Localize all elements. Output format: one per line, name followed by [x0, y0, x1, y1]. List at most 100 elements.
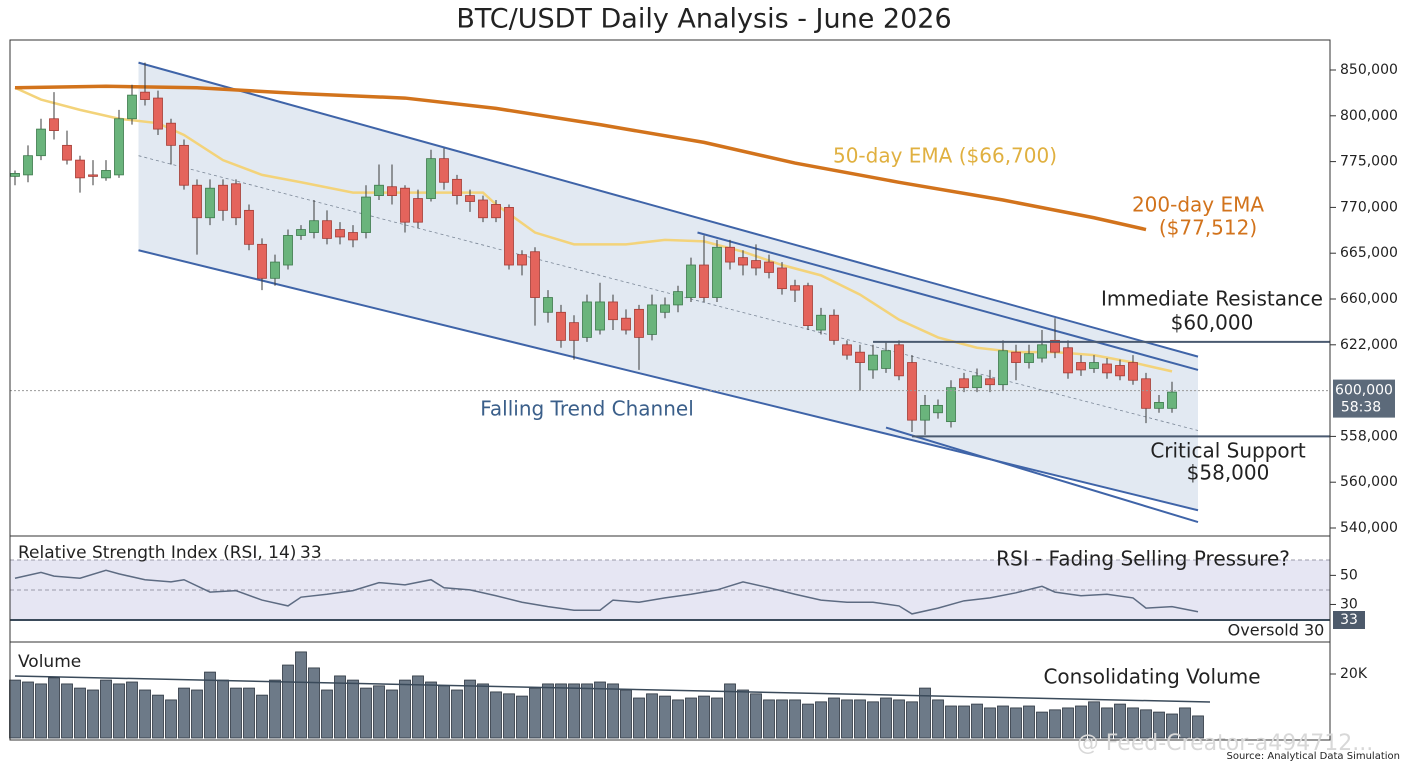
y-tick-label: 850,000 — [1340, 62, 1398, 78]
ema-line — [14, 86, 1173, 373]
volume-bar — [893, 699, 905, 739]
volume-bar — [87, 689, 99, 739]
candle-body — [179, 144, 189, 186]
candle-body — [452, 178, 462, 196]
candle-body — [1141, 378, 1151, 409]
candle-body — [192, 184, 202, 219]
candle-body — [972, 375, 982, 389]
trendline — [138, 61, 1199, 358]
volume-bar — [620, 689, 632, 739]
annotation: $60,000 — [1171, 311, 1254, 335]
volume-bar — [1153, 711, 1165, 739]
y-tick-label: 558,000 — [1340, 428, 1398, 444]
candle-body — [231, 183, 241, 219]
volume-bar — [789, 699, 801, 739]
volume-bar — [659, 695, 671, 739]
volume-bar — [750, 693, 762, 739]
candle-body — [881, 350, 891, 369]
candle-body — [790, 285, 800, 291]
candle-body — [296, 229, 306, 236]
candle-body — [478, 199, 488, 219]
volume-bar — [22, 681, 34, 739]
annotation: Consolidating Volume — [1043, 665, 1260, 689]
volume-bar — [1036, 711, 1048, 739]
candle-body — [595, 301, 605, 331]
candle-body — [517, 254, 527, 266]
candle-body — [426, 158, 436, 199]
volume-bar — [191, 689, 203, 739]
candle-body — [114, 118, 124, 176]
volume-bar — [1114, 703, 1126, 739]
candle-body — [530, 251, 540, 298]
volume-bar — [1179, 707, 1191, 739]
volume-bar — [35, 683, 47, 739]
candle-body — [1128, 362, 1138, 381]
candle-body — [127, 94, 137, 120]
volume-bar — [737, 689, 749, 739]
candle-body — [582, 301, 592, 338]
candle-body — [894, 344, 904, 377]
candle-body — [621, 317, 631, 331]
volume-bar — [815, 701, 827, 739]
volume-bar — [633, 697, 645, 739]
price-countdown: 58:38 — [1341, 400, 1381, 416]
candle-body — [1089, 362, 1099, 369]
annotation: Falling Trend Channel — [480, 397, 694, 421]
candle-body — [75, 159, 85, 179]
volume-bar — [217, 679, 229, 739]
volume-bar — [360, 687, 372, 739]
candle-body — [725, 246, 735, 263]
annotation: Critical Support — [1150, 439, 1306, 463]
volume-bar — [451, 689, 463, 739]
candle-body — [959, 378, 969, 389]
y-tick-label: 30 — [1340, 596, 1358, 612]
volume-bar — [958, 705, 970, 739]
candle-body — [270, 261, 280, 279]
candle-body — [712, 246, 722, 298]
rsi-tag — [1333, 611, 1365, 629]
annotation: RSI - Fading Selling Pressure? — [996, 547, 1290, 571]
volume-bar — [776, 699, 788, 739]
candle-body — [244, 209, 254, 245]
chart-title: BTC/USDT Daily Analysis - June 2026 — [456, 4, 951, 35]
volume-bar — [1062, 707, 1074, 739]
volume-bar — [347, 679, 359, 739]
y-tick-label: 540,000 — [1340, 520, 1398, 536]
candle-body — [504, 206, 514, 266]
source: Source: Analytical Data Simulation — [1226, 751, 1400, 762]
candle-body — [348, 232, 358, 241]
candle-body — [10, 173, 20, 177]
volume-bar — [841, 699, 853, 739]
candle-body — [88, 174, 98, 177]
volume-title: Volume — [18, 652, 81, 672]
volume-bar — [1010, 707, 1022, 739]
annotation: 200-day EMA — [1132, 193, 1264, 217]
candle-body — [205, 187, 215, 219]
candle-body — [543, 297, 553, 313]
candle-body — [907, 362, 917, 421]
volume-bar — [256, 694, 268, 739]
candle-body — [309, 220, 319, 233]
volume-bar — [204, 671, 216, 739]
volume-bar — [282, 664, 294, 739]
volume-bar — [919, 687, 931, 739]
candle-body — [361, 196, 371, 233]
y-tick-label: 560,000 — [1340, 474, 1398, 490]
candle-body — [1011, 351, 1021, 363]
trendline — [885, 426, 1199, 524]
volume-bar — [165, 699, 177, 739]
watermark: @ Feed-Creator-a494712... — [1077, 731, 1373, 756]
candle-body — [569, 322, 579, 341]
volume-bar — [477, 683, 489, 739]
volume-bar — [74, 687, 86, 739]
candle-body — [946, 387, 956, 423]
volume-bar — [100, 679, 112, 739]
volume-bar — [971, 703, 983, 739]
volume-bar — [1192, 715, 1204, 739]
volume-bar — [1166, 713, 1178, 739]
candle-body — [413, 198, 423, 223]
volume-bar — [126, 681, 138, 739]
candle-body — [1167, 391, 1177, 409]
